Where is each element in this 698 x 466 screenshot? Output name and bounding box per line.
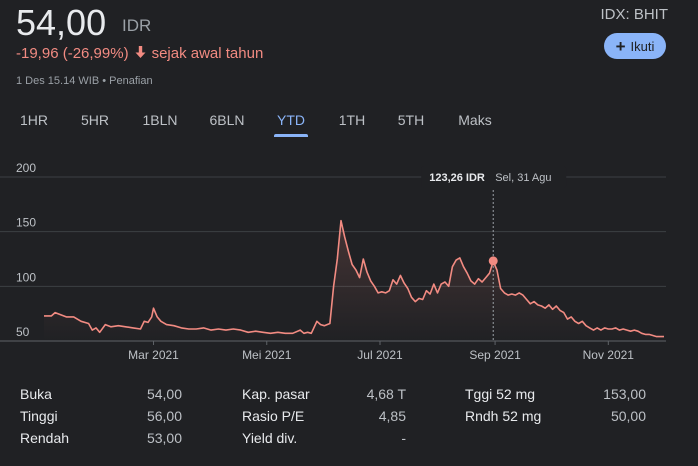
tab-5th[interactable]: 5TH: [397, 112, 425, 128]
tooltip-date: Sel, 31 Agu: [495, 172, 551, 184]
price-change-value: -19,96 (-26,99%): [16, 45, 129, 62]
tab-1hr[interactable]: 1HR: [19, 112, 49, 128]
price-area-fill: [44, 220, 664, 341]
follow-button[interactable]: + Ikuti: [604, 33, 666, 59]
price-chart[interactable]: 200 150 100 50 Mar 2021 Mei 2021 Jul 2021 Sep 2…: [0, 140, 698, 370]
stat-label: Rasio P/E: [242, 408, 305, 424]
x-tick-label: Mar 2021: [128, 348, 179, 362]
separator: •: [102, 75, 110, 87]
price-change-period: sejak awal tahun: [151, 45, 264, 62]
stat-label: Rendah: [20, 430, 70, 446]
tab-5hr[interactable]: 5HR: [80, 112, 110, 128]
stat-value: 50,00: [610, 408, 646, 424]
stat-value: -: [401, 430, 406, 446]
tab-ytd[interactable]: YTD: [274, 112, 308, 137]
stat-label: Buka: [20, 386, 52, 402]
y-tick-label: 100: [16, 270, 36, 284]
y-tick-label: 200: [16, 161, 36, 175]
hover-point[interactable]: [488, 256, 498, 266]
timestamp-line: 1 Des 15.14 WIB • Penafian: [16, 75, 153, 87]
stat-label: Tggi 52 mg: [465, 386, 536, 402]
tab-6bln[interactable]: 6BLN: [209, 112, 245, 128]
timestamp: 1 Des 15.14 WIB: [16, 75, 100, 87]
tooltip-value: 123,26 IDR: [429, 172, 485, 184]
stat-value: 54,00: [146, 386, 182, 402]
tab-1bln[interactable]: 1BLN: [142, 112, 178, 128]
stat-value: 153,00: [603, 386, 646, 402]
tab-maks[interactable]: Maks: [458, 112, 492, 128]
stat-value: 4,85: [378, 408, 406, 424]
tooltip-box: [421, 166, 567, 188]
range-tabs: 1HR 5HR 1BLN 6BLN YTD 1TH 5TH Maks: [0, 112, 698, 138]
y-tick-label: 150: [16, 216, 36, 230]
stat-label: Kap. pasar: [242, 386, 310, 402]
disclaimer-link[interactable]: Penafian: [109, 75, 153, 87]
plus-icon: +: [615, 36, 626, 56]
stat-label: Tinggi: [20, 408, 58, 424]
stat-label: Rndh 52 mg: [465, 408, 542, 424]
stat-value: 53,00: [146, 430, 182, 446]
x-tick-label: Mei 2021: [242, 348, 292, 362]
y-tick-label: 50: [16, 325, 30, 339]
arrow-down-icon: [135, 45, 146, 62]
x-tick-label: Nov 2021: [583, 348, 635, 362]
x-tick-label: Jul 2021: [357, 348, 403, 362]
stat-value: 56,00: [146, 408, 182, 424]
current-price: 54,00: [16, 2, 107, 43]
x-tick-label: Sep 2021: [469, 348, 521, 362]
currency-label: IDR: [122, 16, 152, 35]
stat-label: Yield div.: [242, 430, 298, 446]
ticker-symbol: IDX: BHIT: [600, 6, 668, 23]
stat-value: 4,68 T: [366, 386, 406, 402]
follow-label: Ikuti: [630, 38, 655, 54]
tab-1th[interactable]: 1TH: [338, 112, 366, 128]
price-change: -19,96 (-26,99%) sejak awal tahun: [16, 45, 263, 62]
price-line: [44, 219, 664, 338]
